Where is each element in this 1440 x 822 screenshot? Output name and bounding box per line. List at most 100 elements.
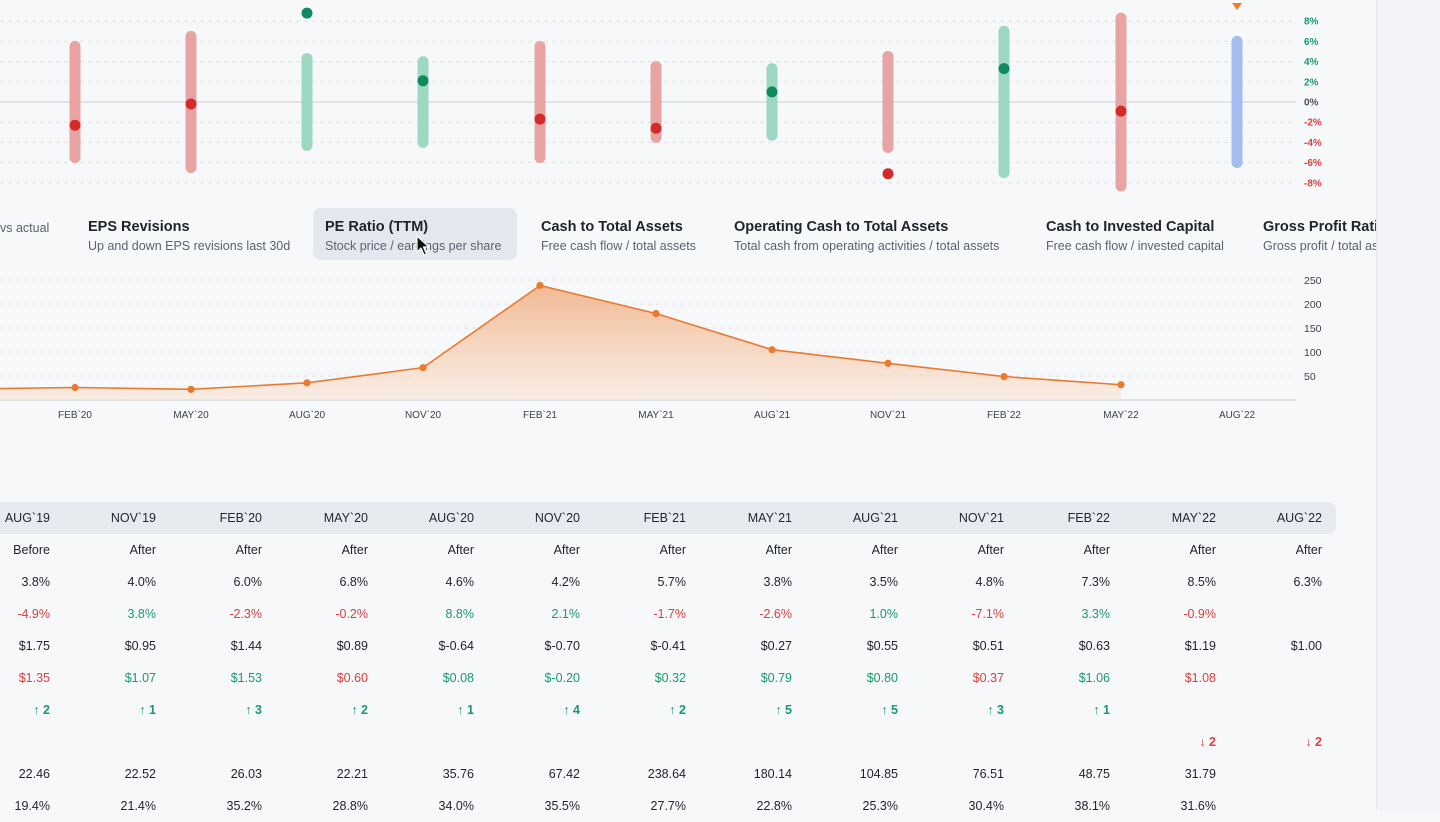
table-cell: -2.3% (229, 607, 262, 621)
y-tick-label: -8% (1304, 178, 1322, 189)
column-header: NOV`19 (110, 511, 156, 525)
tab-subtitle: Free cash flow / invested capital (1046, 239, 1224, 253)
tab-eps-revisions[interactable]: EPS Revisions Up and down EPS revisions … (76, 208, 302, 260)
table-cell: -0.9% (1183, 607, 1216, 621)
tab-eps-surprise[interactable]: vs actual (0, 208, 61, 260)
tab-gross-profit-ratio[interactable]: Gross Profit Ratio Gross profit / total … (1251, 208, 1376, 260)
pe-point (1000, 373, 1008, 381)
table-cell: -7.1% (971, 607, 1004, 621)
tab-operating-cash-to-total-assets[interactable]: Operating Cash to Total Assets Total cas… (722, 208, 1011, 260)
table-cell: ↑ 3 (245, 703, 262, 717)
tab-cash-to-total-assets[interactable]: Cash to Total Assets Free cash flow / to… (529, 208, 708, 260)
tab-subtitle: Free cash flow / total assets (541, 239, 696, 253)
y-tick-label: 4% (1304, 57, 1319, 68)
table-cell: 21.4% (120, 799, 156, 813)
table-cell: ↑ 1 (457, 703, 474, 717)
table-cell: After (341, 543, 368, 557)
actual-point (185, 98, 197, 110)
table-cell: $-0.41 (650, 639, 686, 653)
table-cell: 25.3% (862, 799, 898, 813)
table-cell: -4.9% (17, 607, 50, 621)
table-cell: $0.27 (760, 639, 792, 653)
table-cell: 1.0% (869, 607, 899, 621)
actual-point (301, 7, 313, 19)
tab-cash-to-invested-capital[interactable]: Cash to Invested Capital Free cash flow … (1034, 208, 1236, 260)
tab-title: Cash to Invested Capital (1046, 219, 1215, 235)
actual-point (534, 113, 546, 125)
table-cell: ↓ 2 (1199, 735, 1216, 749)
table-cell: $-0.20 (544, 671, 580, 685)
table-cell: 30.4% (968, 799, 1004, 813)
y-tick-label: -6% (1304, 158, 1322, 169)
table-cell: 3.8% (127, 607, 157, 621)
actual-point (766, 86, 778, 98)
x-tick-label: FEB`21 (523, 409, 557, 421)
table-cell: $0.63 (1078, 639, 1110, 653)
table-cell: 180.14 (753, 767, 792, 781)
table-cell: After (1083, 543, 1110, 557)
eps-surprise-range-chart: 8% 6% 4% 2% 0% -2% -4% -6% -8% (0, 3, 1322, 192)
y-tick-label: 2% (1304, 77, 1319, 88)
column-header: AUG`19 (4, 511, 50, 525)
y-tick-label: -2% (1304, 118, 1322, 129)
table-cell: $0.95 (124, 639, 156, 653)
y-tick-label: 150 (1304, 323, 1322, 335)
table-cell: ↑ 2 (669, 703, 686, 717)
column-header: AUG`20 (428, 511, 474, 525)
table-cell: 22.46 (18, 767, 50, 781)
table-cell: $0.55 (866, 639, 898, 653)
table-cell: 2.1% (551, 607, 581, 621)
pe-point (187, 385, 195, 393)
column-header: MAY`21 (747, 511, 792, 525)
table-cell: After (765, 543, 792, 557)
y-tick-label: 50 (1304, 371, 1316, 383)
table-cell: $-0.70 (544, 639, 580, 653)
table-cell: 4.8% (975, 575, 1005, 589)
table-cell: 104.85 (859, 767, 898, 781)
table-cell: After (553, 543, 580, 557)
table-cell: 31.79 (1184, 767, 1216, 781)
table-cell: 8.5% (1187, 575, 1217, 589)
tab-title: PE Ratio (TTM) (325, 219, 429, 235)
table-cell: $0.79 (760, 671, 792, 685)
actual-point (69, 119, 81, 131)
table-cell: $1.00 (1290, 639, 1322, 653)
column-header: FEB`20 (219, 511, 262, 525)
column-header: AUG`21 (852, 511, 898, 525)
table-cell: 22.21 (336, 767, 368, 781)
pe-point (71, 383, 79, 392)
table-cell: After (871, 543, 898, 557)
pe-ratio-area-chart: 50 100 150 200 250 FEB`20 MAY`20 AUG`20 NOV`20 FE… (0, 275, 1322, 421)
y-tick-label: 0% (1304, 98, 1319, 109)
table-cell: ↑ 5 (881, 703, 898, 717)
table-cell: 22.52 (124, 767, 156, 781)
table-cell: 5.7% (657, 575, 687, 589)
x-tick-label: FEB`20 (58, 409, 92, 421)
table-cell: $0.89 (336, 639, 368, 653)
tab-title: Operating Cash to Total Assets (734, 219, 949, 235)
x-tick-label: AUG`22 (1219, 409, 1256, 421)
table-cell: -0.2% (335, 607, 368, 621)
pe-point (1117, 381, 1125, 389)
x-tick-label: NOV`21 (870, 409, 907, 421)
table-cell: 67.42 (548, 767, 580, 781)
y-tick-label: -4% (1304, 138, 1322, 149)
scroll-rail[interactable] (1376, 0, 1440, 810)
table-cell: 35.76 (442, 767, 474, 781)
tab-subtitle: Total cash from operating activities / t… (734, 239, 1000, 253)
tab-pe-ratio[interactable]: PE Ratio (TTM) Stock price / earnings pe… (313, 208, 517, 260)
table-cell: ↑ 3 (987, 703, 1004, 717)
table-cell: 34.0% (438, 799, 474, 813)
table-cell: $0.51 (972, 639, 1004, 653)
mouse-pointer-icon (416, 235, 430, 256)
main-canvas: 8% 6% 4% 2% 0% -2% -4% -6% -8% vs actual EPS Rev… (0, 3, 1376, 813)
table-cell: After (129, 543, 156, 557)
actual-point (650, 122, 662, 134)
y-tick-label: 250 (1304, 275, 1322, 287)
tab-title: Cash to Total Assets (541, 219, 683, 235)
table-cell: After (1189, 543, 1216, 557)
y-tick-label: 8% (1304, 17, 1319, 28)
actual-point (882, 168, 894, 180)
x-tick-label: MAY`22 (1103, 409, 1139, 421)
pe-point (768, 346, 776, 354)
